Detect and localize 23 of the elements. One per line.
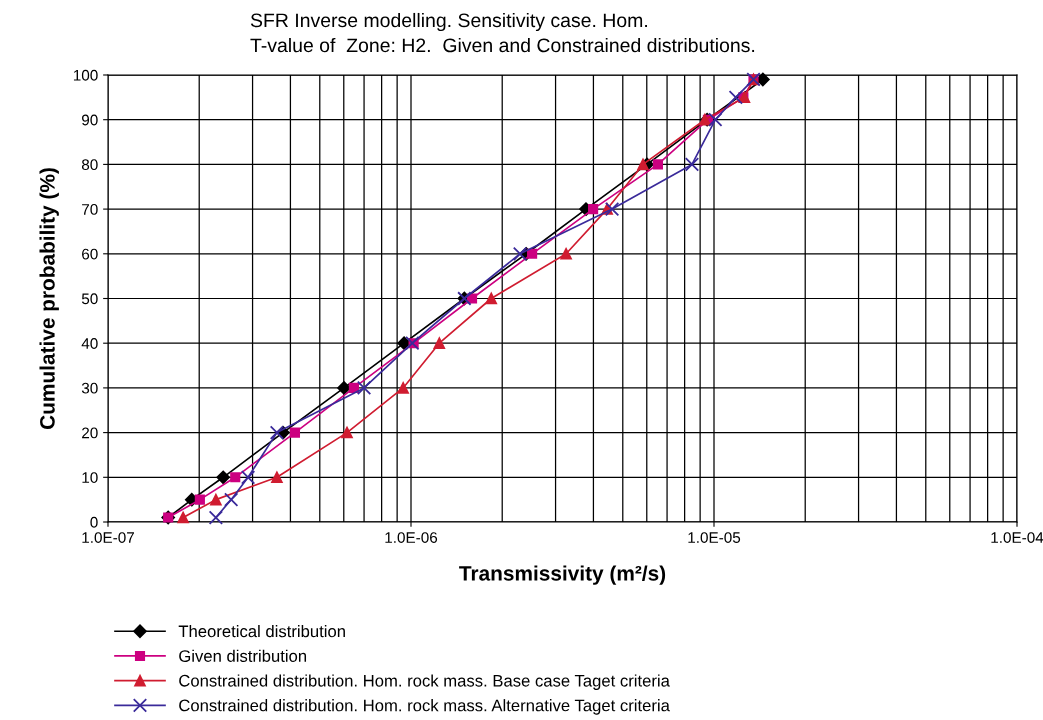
y-tick-label: 90 [82, 114, 98, 126]
y-tick-label: 70 [82, 203, 98, 215]
y-tick-label: 30 [81, 382, 98, 394]
y-tick-label: 10 [82, 472, 98, 483]
x-tick-label: 1.0E-05 [688, 532, 741, 543]
y-tick-label: 100 [73, 69, 98, 81]
y-axis-title: Cumulative probability (%) [39, 168, 59, 430]
y-tick-label: 20 [82, 427, 98, 439]
chart-title: SFR Inverse modelling. Sensitivity case. Hom. [250, 12, 647, 32]
y-tick-label: 80 [81, 159, 98, 171]
legend-label: Constrained distribution. Hom. rock mass. Alternative Taget criteria [179, 699, 670, 715]
chart-subtitle: T-value of Zone: H2. Given and Constrained distributions. [250, 37, 755, 53]
y-tick-label: 40 [81, 338, 98, 349]
x-tick-label: 1.0E-06 [385, 532, 438, 543]
x-tick-label: 1.0E-07 [82, 532, 134, 543]
x-axis-title: Transmissivity (m²/s) [459, 565, 666, 585]
y-tick-label: 50 [81, 293, 98, 305]
legend-label: Theoretical distribution [178, 625, 345, 638]
y-tick-label: 60 [82, 248, 98, 260]
y-tick-label: 0 [90, 516, 98, 528]
legend-label: Given distribution [179, 649, 307, 662]
x-tick-label: 1.0E-04 [991, 532, 1043, 543]
legend-label: Constrained distribution. Hom. rock mass. Base case Taget criteria [179, 674, 670, 690]
